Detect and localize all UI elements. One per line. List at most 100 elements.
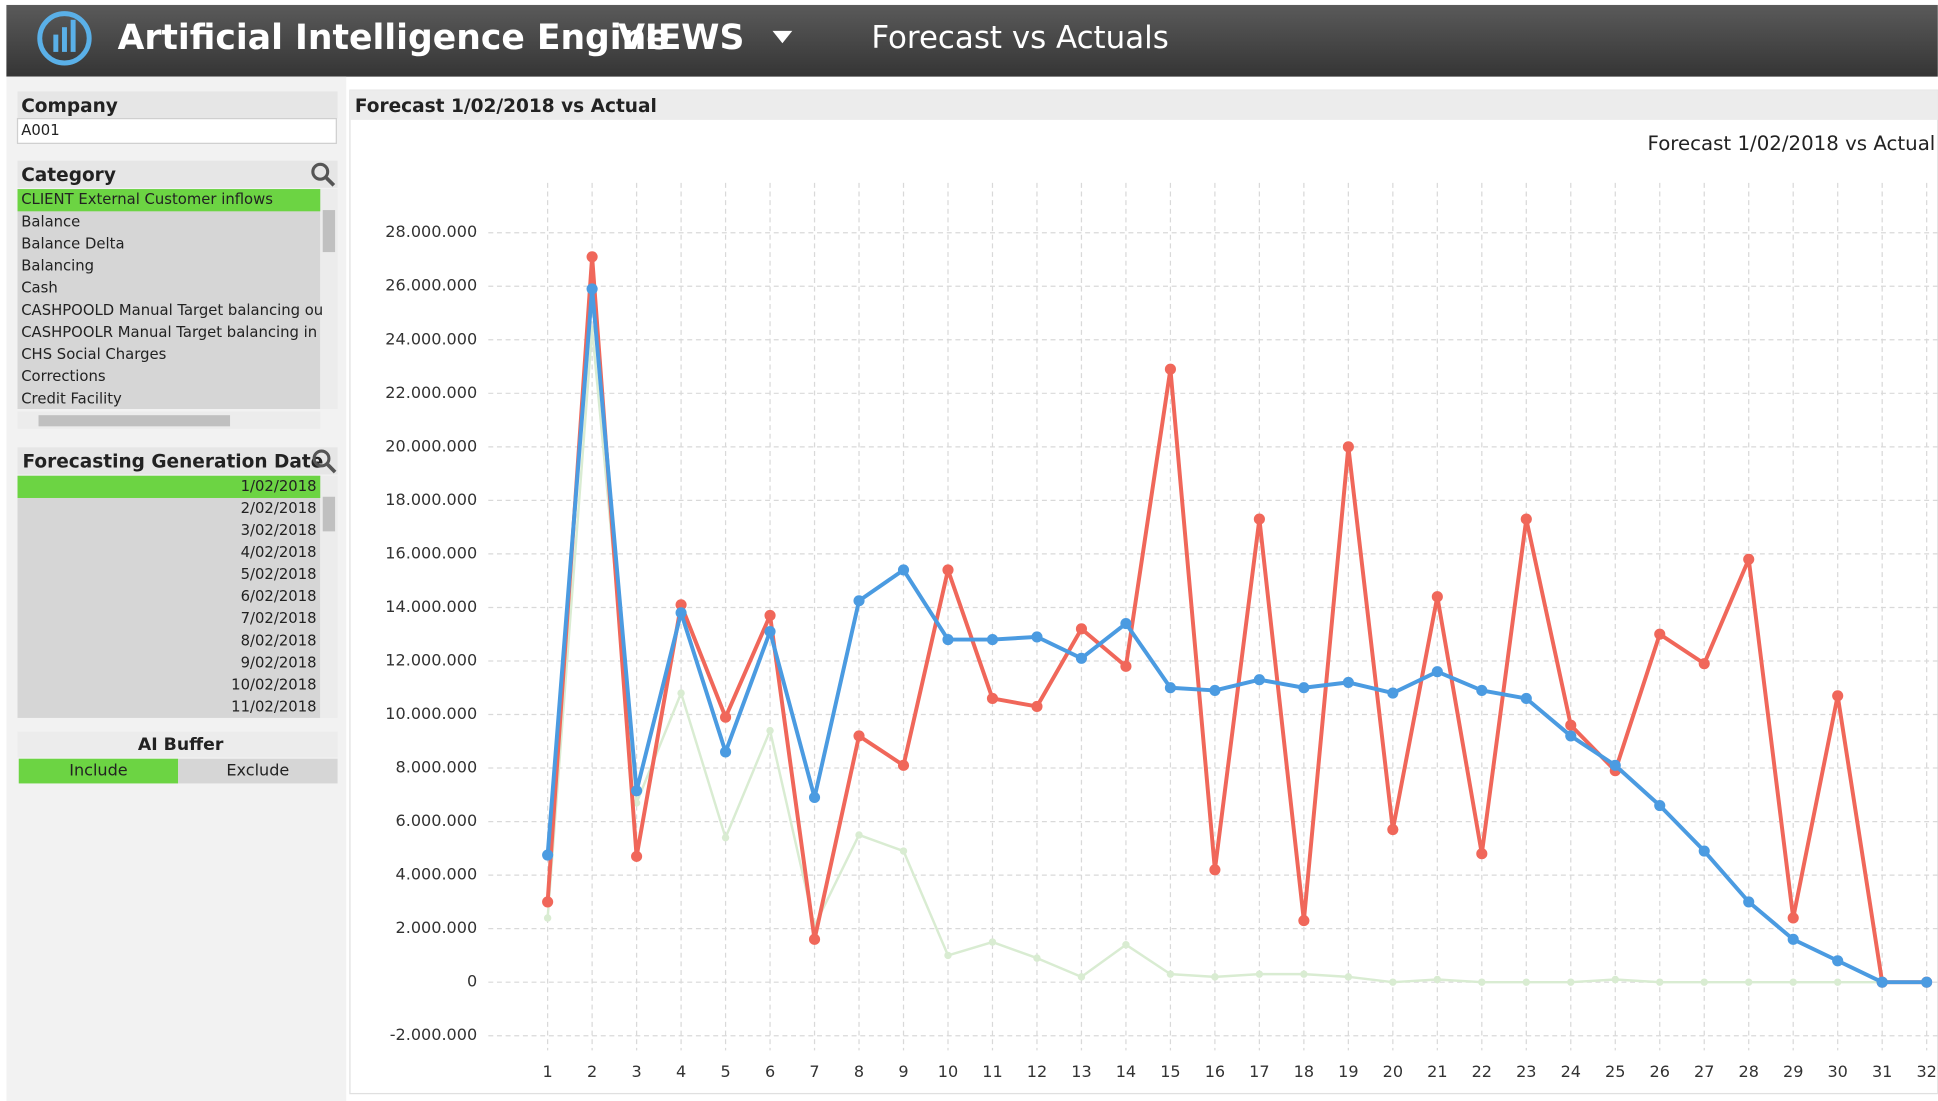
- data-point: [631, 850, 643, 862]
- category-item[interactable]: Cash: [21, 280, 58, 297]
- date-item[interactable]: 10/02/2018: [231, 676, 316, 693]
- data-point: [1075, 652, 1088, 664]
- data-point: [1431, 666, 1443, 678]
- y-tick-label: 10.000.000: [385, 704, 477, 723]
- scroll-thumb[interactable]: [322, 210, 336, 253]
- data-point: [542, 896, 554, 908]
- data-point: [1164, 682, 1176, 694]
- data-point: [1565, 719, 1577, 731]
- date-item[interactable]: 6/02/2018: [241, 588, 317, 605]
- data-point: [899, 847, 908, 855]
- date-item[interactable]: 7/02/2018: [241, 610, 317, 627]
- data-point: [631, 785, 643, 797]
- x-tick-label: 18: [1294, 1062, 1314, 1081]
- category-item[interactable]: Credit Facility: [21, 390, 122, 407]
- x-tick-label: 32: [1916, 1062, 1936, 1081]
- data-point: [1567, 978, 1575, 986]
- date-item[interactable]: 3/02/2018: [241, 522, 317, 539]
- category-item[interactable]: Balance Delta: [21, 235, 124, 252]
- dropdown-arrow[interactable]: [772, 30, 793, 44]
- category-item[interactable]: CASHPOOLD Manual Target balancing ou: [21, 302, 323, 319]
- data-point: [1122, 941, 1130, 949]
- data-point: [855, 831, 863, 839]
- x-tick-label: 22: [1472, 1062, 1492, 1081]
- y-tick-label: 8.000.000: [396, 758, 478, 777]
- data-point: [853, 730, 865, 742]
- date-label: Forecasting Generation Date: [22, 452, 323, 473]
- x-tick-label: 14: [1116, 1062, 1136, 1081]
- data-point: [1698, 658, 1710, 670]
- date-item[interactable]: 11/02/2018: [231, 698, 316, 715]
- x-tick-label: 24: [1561, 1062, 1581, 1081]
- data-point: [1833, 978, 1842, 986]
- data-point: [897, 759, 910, 771]
- y-tick-label: 22.000.000: [385, 383, 477, 402]
- x-tick-label: 20: [1383, 1062, 1403, 1081]
- data-point: [1609, 759, 1621, 771]
- x-tick-label: 15: [1160, 1062, 1180, 1081]
- category-list: [17, 189, 321, 410]
- data-point: [1656, 978, 1664, 986]
- date-item[interactable]: 4/02/2018: [241, 544, 317, 561]
- category-item[interactable]: CASHPOOLR Manual Target balancing in: [21, 324, 317, 341]
- buffer-option[interactable]: Include: [69, 761, 128, 780]
- buffer-button[interactable]: [18, 758, 179, 784]
- data-point: [808, 933, 821, 945]
- date-item[interactable]: 8/02/2018: [241, 632, 317, 649]
- logo: [37, 11, 92, 66]
- category-item[interactable]: Corrections: [21, 368, 105, 385]
- data-point: [1787, 912, 1799, 924]
- x-tick-label: 19: [1338, 1062, 1358, 1081]
- buffer-button[interactable]: [178, 758, 338, 784]
- data-point: [1431, 591, 1443, 603]
- data-point: [1253, 674, 1265, 686]
- data-point: [1253, 513, 1265, 525]
- data-point: [988, 938, 997, 946]
- data-point: [720, 711, 732, 723]
- date-item[interactable]: 2/02/2018: [241, 500, 317, 517]
- y-tick-label: 2.000.000: [396, 918, 478, 937]
- h-scroll-thumb[interactable]: [38, 415, 231, 427]
- category-item[interactable]: CHS Social Charges: [21, 346, 166, 363]
- data-point: [944, 951, 952, 960]
- search-icon[interactable]: [312, 449, 337, 474]
- data-point: [1209, 684, 1221, 696]
- search-icon[interactable]: [311, 162, 336, 187]
- data-point: [677, 689, 685, 697]
- date-item[interactable]: 9/02/2018: [241, 654, 317, 671]
- buffer-option[interactable]: Exclude: [226, 761, 289, 780]
- views-menu[interactable]: VIEWS: [618, 18, 744, 58]
- data-point: [1520, 513, 1532, 525]
- data-point: [1031, 700, 1043, 713]
- x-tick-label: 2: [587, 1062, 597, 1081]
- x-tick-label: 17: [1249, 1062, 1269, 1081]
- company-value: A001: [21, 122, 59, 139]
- date-item[interactable]: 5/02/2018: [241, 566, 317, 583]
- data-point: [1478, 978, 1486, 986]
- data-point: [1166, 970, 1175, 978]
- scrollbar[interactable]: [320, 475, 338, 718]
- data-point: [1745, 978, 1753, 986]
- data-point: [1743, 553, 1755, 565]
- data-point: [1743, 896, 1755, 908]
- company-input[interactable]: [16, 118, 337, 144]
- series-line: [546, 327, 1927, 984]
- y-tick-label: 16.000.000: [385, 543, 477, 562]
- x-tick-label: 10: [938, 1062, 958, 1081]
- date-item[interactable]: 1/02/2018: [241, 478, 317, 495]
- category-header: [17, 160, 338, 188]
- data-point: [1520, 692, 1532, 705]
- data-point: [942, 634, 954, 646]
- data-point: [586, 251, 598, 263]
- date-header: [17, 447, 338, 475]
- selected-row: [17, 189, 321, 212]
- category-item[interactable]: Balancing: [21, 258, 94, 275]
- y-tick-label: 18.000.000: [385, 490, 477, 509]
- category-item[interactable]: CLIENT External Customer inflows: [21, 191, 273, 208]
- header-bar: [6, 4, 1938, 77]
- scroll-thumb[interactable]: [322, 496, 336, 532]
- data-point: [1476, 848, 1488, 860]
- x-tick-label: 21: [1427, 1062, 1447, 1081]
- category-item[interactable]: Balance: [21, 213, 80, 230]
